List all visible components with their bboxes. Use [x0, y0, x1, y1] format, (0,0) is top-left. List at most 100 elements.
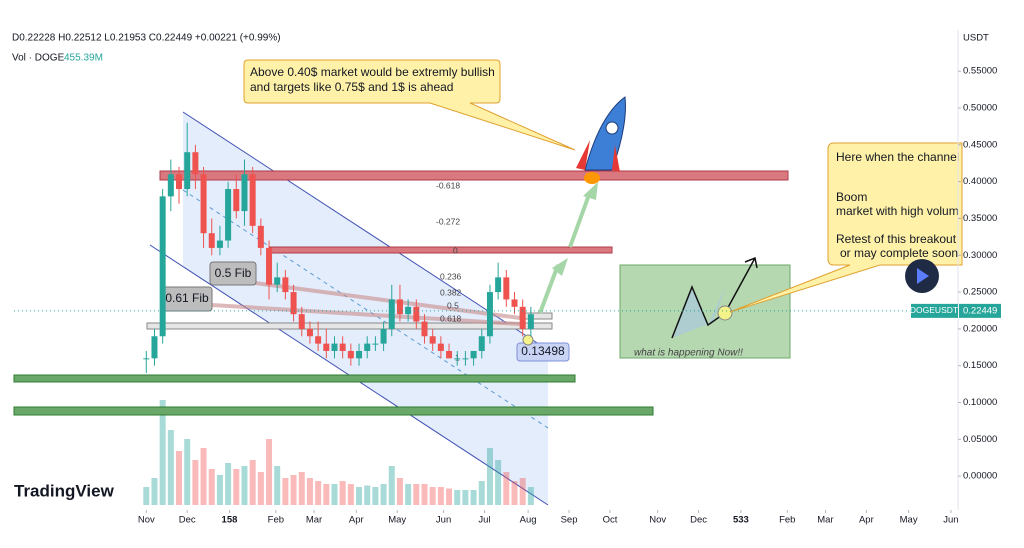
x-tick-label: Feb — [779, 515, 795, 526]
volume-bar — [413, 484, 420, 505]
volume-bar — [478, 481, 485, 505]
volume-bar — [208, 469, 215, 505]
volume-bar — [266, 439, 273, 505]
candle-body — [225, 189, 232, 241]
x-tick-label: 158 — [222, 515, 238, 526]
x-tick-label: Aug — [520, 515, 537, 526]
x-tick-label: Dec — [690, 515, 707, 526]
y-tick-label: 0.00000 — [963, 471, 997, 482]
candle-body — [347, 350, 354, 359]
candle-body — [421, 321, 428, 337]
x-tick-label: May — [388, 515, 406, 526]
callout-text: market with high volum — [836, 204, 959, 218]
candle-body — [380, 328, 387, 344]
resistance-zone — [159, 170, 789, 181]
callout-box — [243, 59, 576, 151]
volume-bar — [315, 481, 322, 505]
candle-body — [331, 343, 338, 351]
volume-bar — [364, 485, 371, 505]
candle-body — [405, 306, 412, 315]
callout-text: Retest of this breakout — [836, 232, 957, 246]
fib-level: 0.382 — [440, 287, 462, 297]
arrow — [568, 191, 592, 248]
volume-bar — [192, 460, 199, 505]
x-tick-label: Mar — [306, 515, 322, 526]
y-tick-label: 0.10000 — [963, 397, 997, 408]
candle-body — [388, 299, 395, 329]
x-tick-label: Mar — [817, 515, 833, 526]
volume-bar — [454, 490, 461, 505]
candle-body — [167, 174, 174, 197]
x-tick-label: Oct — [603, 515, 618, 526]
x-tick-label: May — [900, 515, 918, 526]
volume-bar — [372, 487, 379, 505]
price-tag-text: 0.22449 — [963, 305, 997, 316]
candle-body — [527, 314, 534, 329]
scenario-arrow — [744, 256, 758, 269]
candle-body — [429, 336, 436, 344]
volume-bar — [151, 478, 158, 505]
volume-bar — [249, 460, 256, 505]
x-tick-label: Nov — [649, 515, 666, 526]
candle-body — [413, 306, 420, 322]
price-tag — [959, 303, 1001, 318]
support-zone — [146, 322, 553, 330]
y-tick-label: 0.20000 — [963, 323, 997, 334]
volume-bar — [323, 484, 330, 505]
symbol-tag — [911, 303, 958, 318]
candle-body — [176, 174, 183, 190]
candle-body — [364, 343, 371, 351]
symbol-tag-text: DOGEUSDT — [910, 305, 958, 315]
marker — [717, 305, 733, 321]
candle-body — [356, 350, 363, 359]
candle-body — [249, 174, 256, 226]
scenario-box — [619, 264, 791, 359]
callout-text: Above 0.40$ market would be extremly bul… — [250, 65, 495, 79]
callout-text: or may complete soon — [840, 246, 958, 260]
marker — [522, 334, 534, 346]
support-zone — [13, 406, 654, 416]
candle-body — [282, 277, 289, 293]
volume-bar — [200, 448, 207, 505]
ohlc-header: D0.22228 H0.22512 L0.21953 C0.22449 +0.0… — [12, 33, 281, 44]
arrow — [538, 264, 560, 314]
volume-bar — [274, 466, 281, 505]
volume-label: Vol · DOGE — [12, 53, 65, 64]
volume-bar — [257, 472, 264, 505]
volume-bar — [339, 481, 346, 505]
x-tick-label: Apr — [349, 515, 364, 526]
volume-bar — [396, 478, 403, 505]
volume-bar — [405, 484, 412, 505]
fib-level: 0.5 — [447, 300, 459, 310]
candle-body — [151, 336, 158, 359]
candle-body — [274, 277, 281, 285]
y-tick-label: 0.55000 — [963, 66, 997, 77]
candle-body — [486, 292, 493, 337]
candle-body — [511, 299, 518, 307]
scenario-path — [671, 257, 756, 339]
price-callout — [516, 342, 570, 362]
callout-text: Here when the channel — [836, 150, 959, 164]
volume-bar — [225, 463, 232, 505]
candle-body — [290, 292, 297, 315]
candle-body — [462, 358, 469, 360]
candle-body — [315, 336, 322, 344]
fib-level: 0.236 — [440, 271, 462, 281]
volume-bar — [298, 472, 305, 505]
y-tick-label: 0.35000 — [963, 213, 997, 224]
x-tick-label: Jul — [478, 515, 490, 526]
volume-bar — [519, 478, 526, 505]
volume-bar — [282, 478, 289, 505]
scenario-channel — [672, 283, 727, 338]
rocket — [576, 96, 626, 184]
volume-bar — [462, 490, 469, 505]
callout-text: and targets like 0.75$ and 1$ is ahead — [250, 80, 453, 94]
y-tick-label: 0.30000 — [963, 250, 997, 261]
candle-body — [241, 174, 248, 212]
volume-bar — [429, 487, 436, 505]
y-tick-label: 0.05000 — [963, 434, 997, 445]
candle-body — [470, 350, 477, 359]
candle-body — [216, 240, 223, 248]
candle-body — [159, 196, 166, 337]
